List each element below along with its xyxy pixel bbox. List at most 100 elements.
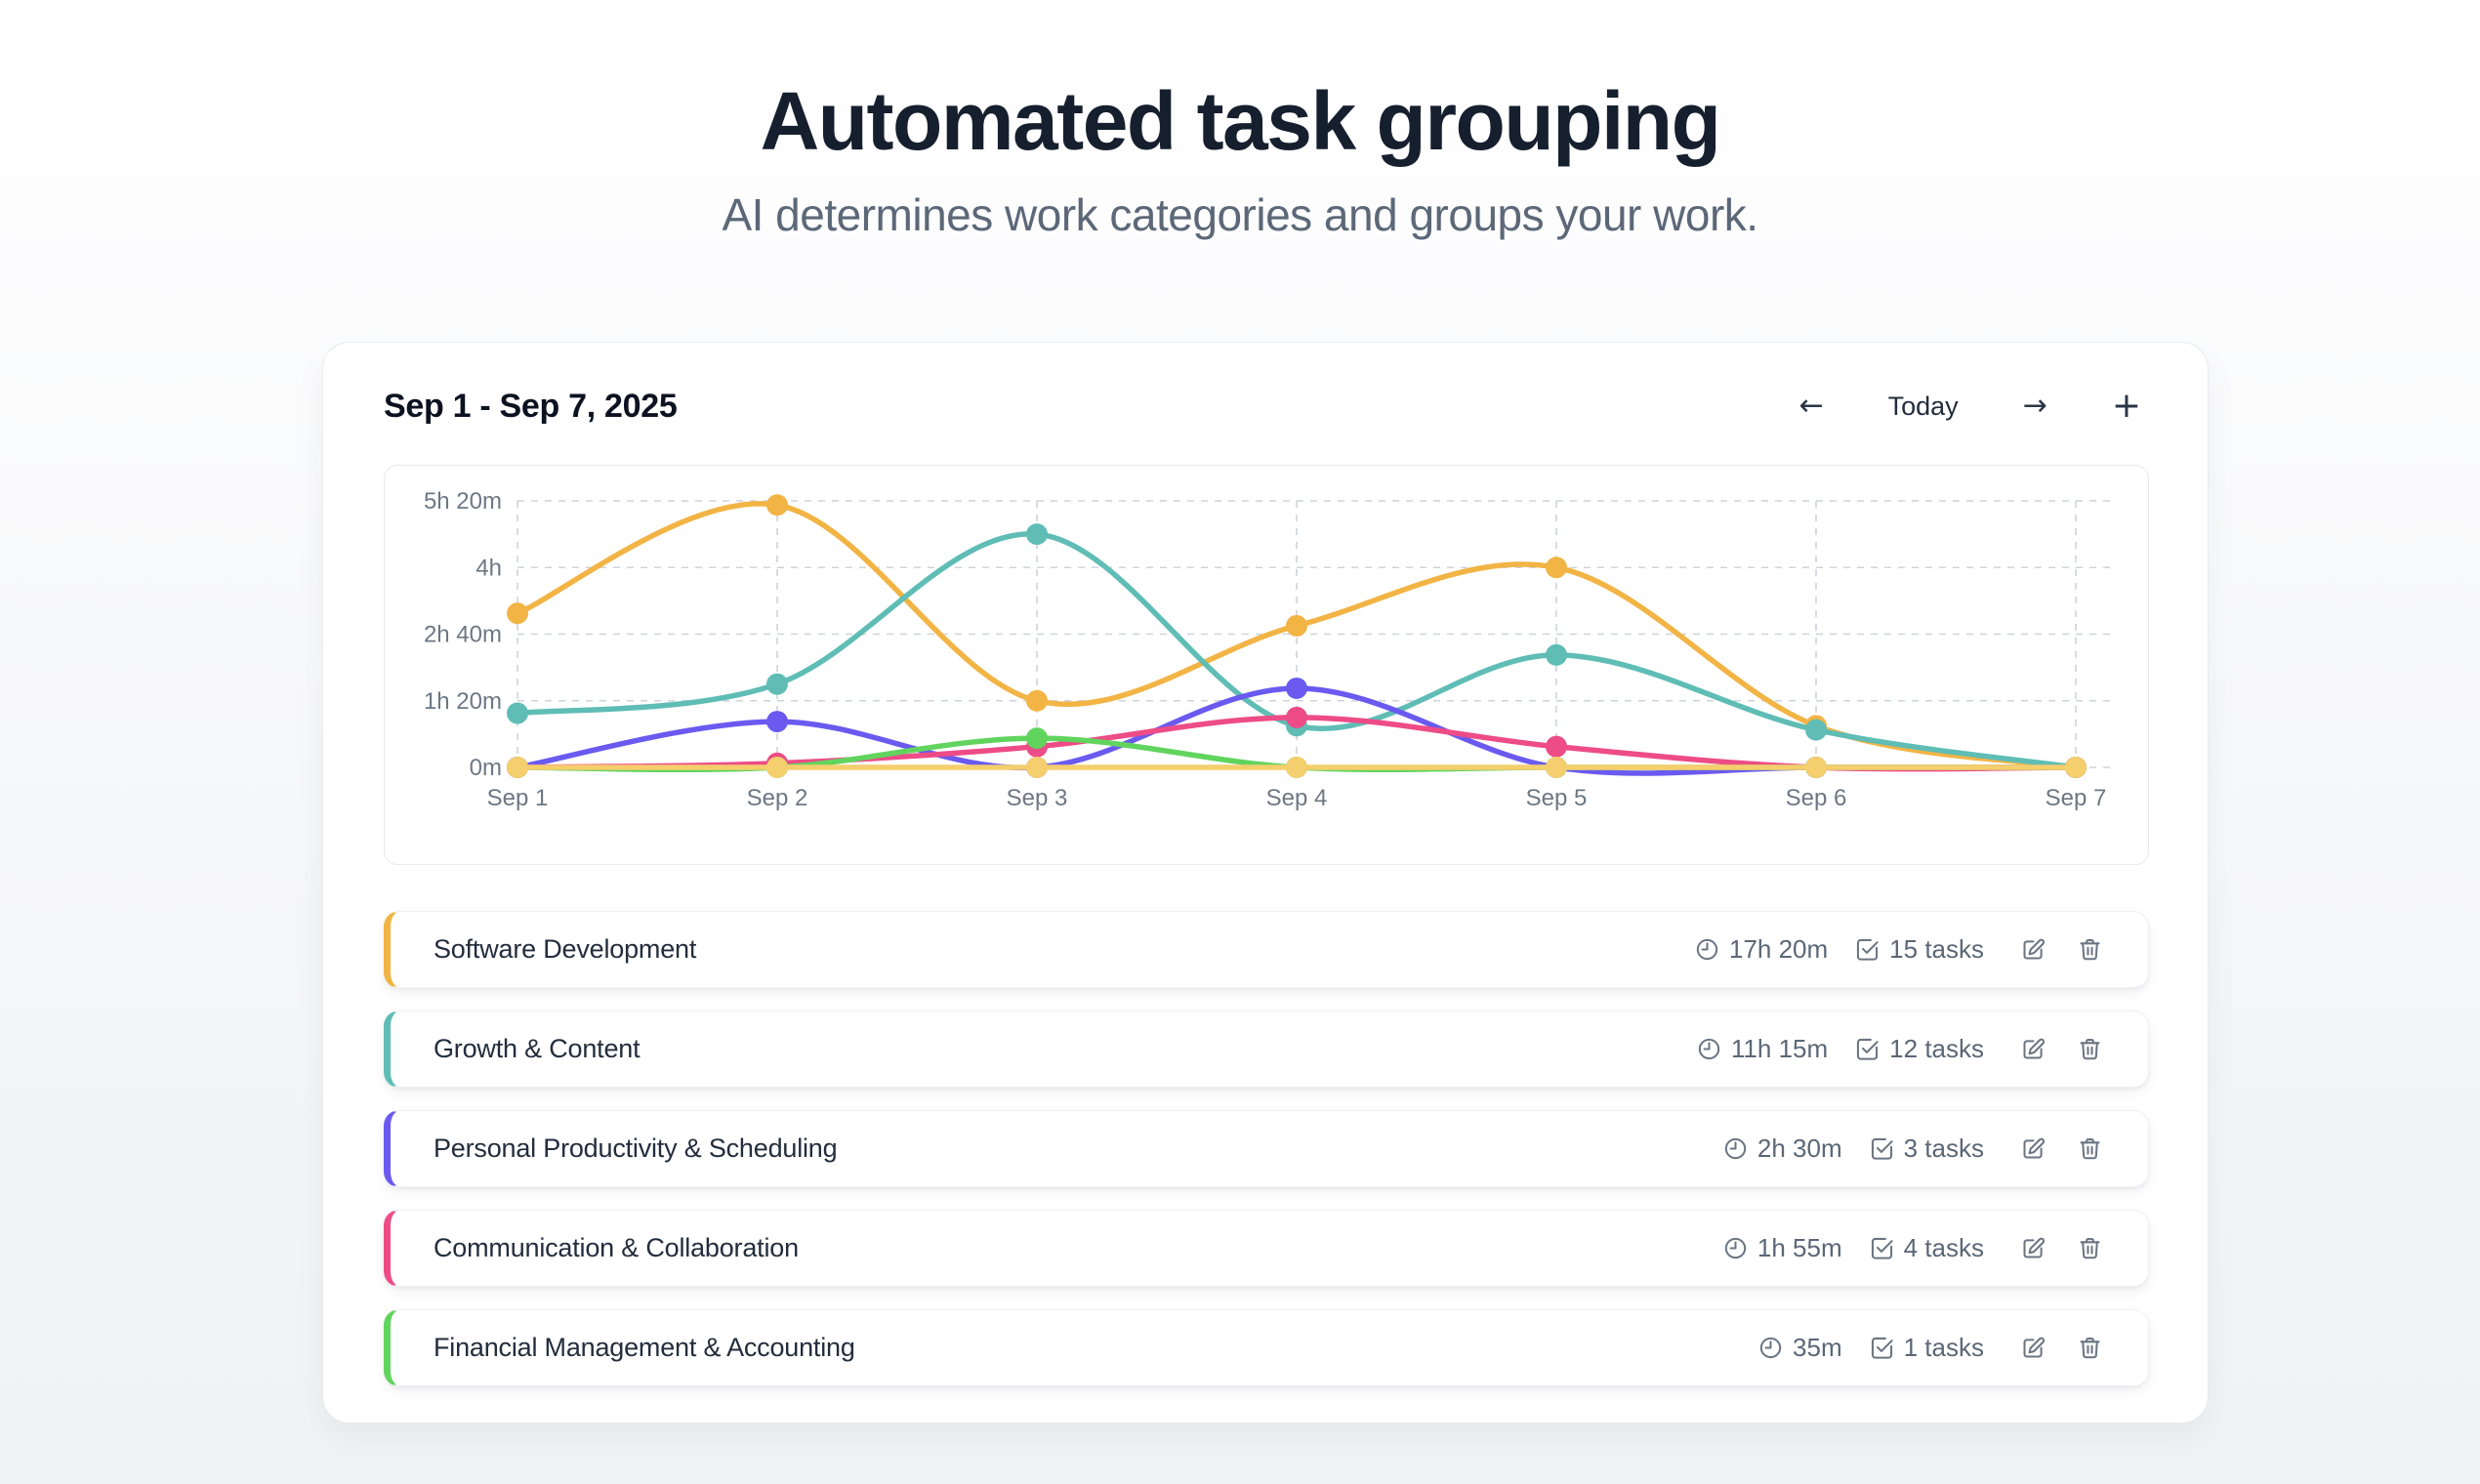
trash-icon [2080,1138,2100,1160]
time-label: 2h 30m [1757,1134,1842,1163]
delete-category-button[interactable] [2075,934,2105,965]
time-label: 17h 20m [1728,934,1829,964]
date-range-label: Sep 1 - Sep 7, 2025 [384,387,678,425]
data-point [766,711,788,733]
category-label: Growth & Content [434,1034,641,1063]
delete-category-button[interactable] [2075,1034,2105,1064]
data-point [1286,757,1307,778]
add-button[interactable]: + [2106,385,2147,428]
edit-category-button[interactable] [2018,1034,2048,1064]
category-label: Software Development [434,934,697,964]
clock-icon [1698,1038,1720,1060]
category-meta: 35m 1 tasks [1757,1333,2105,1363]
trash-icon [2080,1238,2100,1259]
category-row: Communication & Collaboration 1h 55m 4 t… [384,1210,2149,1287]
week-navigation: ← Today → + [1793,385,2147,428]
edit-category-button[interactable] [2018,934,2048,965]
category-meta: 11h 15m 12 tasks [1696,1034,2105,1064]
category-time: 11h 15m [1696,1034,1828,1064]
time-label: 1h 55m [1757,1233,1842,1262]
data-point [1546,735,1567,758]
data-point [1286,677,1307,699]
data-point [507,702,528,724]
chart-panel: 0m 1h 20m 2h 40m 4h 5h 20m Sep 1 Sep 2 Sep 3 Sep… [384,465,2149,865]
next-week-button[interactable]: → [2017,388,2053,425]
clock-icon [1724,1237,1747,1259]
x-axis-tick-label: Sep 5 [1526,785,1588,811]
category-label: Personal Productivity & Scheduling [434,1134,838,1163]
x-axis-tick-label: Sep 3 [1007,785,1068,811]
data-point [507,757,528,778]
data-point [1026,689,1048,712]
category-tasks: 15 tasks [1854,934,1984,965]
data-point [1026,523,1048,546]
category-time: 1h 55m [1722,1233,1842,1263]
tasks-label: 4 tasks [1903,1233,1984,1262]
edit-category-button[interactable] [2018,1233,2048,1263]
edit-category-button[interactable] [2018,1333,2048,1363]
x-axis-tick-label: Sep 7 [2046,785,2107,811]
edit-category-button[interactable] [2018,1134,2048,1164]
y-axis-tick-label: 2h 40m [424,622,502,648]
category-tasks: 1 tasks [1869,1333,1984,1363]
data-point [1805,719,1827,741]
data-point [1546,757,1567,778]
data-point [766,494,788,516]
trash-icon [2080,1039,2100,1060]
data-point [766,757,788,778]
delete-category-button[interactable] [2075,1134,2105,1164]
y-axis-tick-label: 4h [475,555,502,581]
weekly-category-line-chart: 0m 1h 20m 2h 40m 4h 5h 20m Sep 1 Sep 2 Sep 3 Sep… [424,488,2113,811]
data-point [1026,727,1048,750]
category-row: Software Development 17h 20m 15 tasks [384,911,2149,988]
check-square-icon [1871,1137,1893,1160]
edit-icon [2023,1038,2046,1059]
page-subtitle: AI determines work categories and groups… [722,188,1758,240]
data-point [1546,643,1567,666]
data-point [1286,614,1307,637]
tasks-label: 12 tasks [1889,1034,1984,1063]
category-tasks: 3 tasks [1869,1134,1984,1164]
y-axis-tick-label: 5h 20m [424,488,502,515]
category-row: Growth & Content 11h 15m 12 tasks [384,1010,2149,1088]
category-time: 2h 30m [1722,1134,1842,1164]
category-time: 35m [1757,1333,1842,1363]
category-meta: 2h 30m 3 tasks [1722,1134,2105,1164]
check-square-icon [1871,1337,1893,1359]
category-meta: 17h 20m 15 tasks [1694,934,2105,965]
delete-category-button[interactable] [2075,1233,2105,1263]
edit-icon [2023,1337,2046,1358]
edit-icon [2023,1137,2046,1159]
x-axis-tick-label: Sep 4 [1266,785,1328,811]
category-tasks: 12 tasks [1854,1034,1984,1064]
today-button[interactable]: Today [1882,390,1964,424]
trash-icon [2080,939,2100,961]
data-point [1286,706,1307,728]
data-point [1026,757,1048,778]
category-meta: 1h 55m 4 tasks [1722,1233,2105,1263]
x-axis-tick-label: Sep 2 [747,785,808,811]
category-tasks: 4 tasks [1869,1233,1984,1263]
category-list: Software Development 17h 20m 15 tasks [384,911,2149,1409]
category-time: 17h 20m [1694,934,1828,965]
edit-icon [2023,938,2046,960]
data-point [1546,556,1567,579]
data-point [507,602,528,625]
y-axis-tick-label: 0m [470,755,502,781]
task-grouping-widget: Sep 1 - Sep 7, 2025 ← Today → + 0m 1h 20m… [322,342,2209,1423]
tasks-label: 1 tasks [1903,1333,1984,1362]
prev-week-button[interactable]: ← [1793,388,1829,425]
x-axis-tick-label: Sep 1 [487,785,549,811]
category-label: Financial Management & Accounting [434,1333,855,1362]
page-title: Automated task grouping [760,75,1721,167]
tasks-label: 3 tasks [1903,1134,1984,1163]
data-point [2065,757,2087,778]
trash-icon [2080,1338,2100,1359]
category-label: Communication & Collaboration [434,1233,799,1262]
widget-header: Sep 1 - Sep 7, 2025 ← Today → + [384,378,2147,434]
delete-category-button[interactable] [2075,1333,2105,1363]
x-axis-tick-label: Sep 6 [1786,785,1847,811]
time-label: 35m [1793,1333,1842,1362]
clock-icon [1696,938,1718,961]
tasks-label: 15 tasks [1889,934,1984,964]
